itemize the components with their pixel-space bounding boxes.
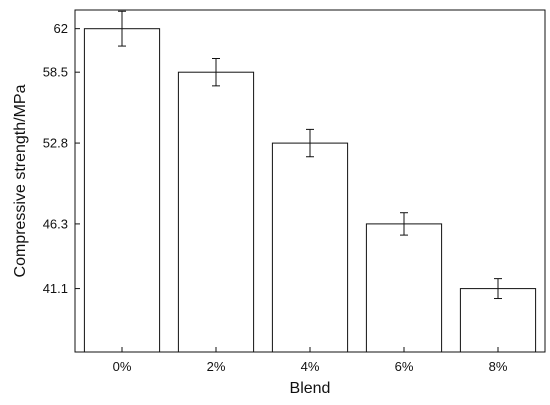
error-bar-2	[306, 128, 314, 158]
plot-frame	[74, 9, 546, 353]
bar-1	[177, 71, 255, 353]
y-tick-label-4: 41.1	[43, 281, 68, 296]
x-axis-title: Blend	[290, 380, 331, 397]
y-tick-label-3: 46.3	[43, 216, 68, 231]
x-tick-label-2: 4%	[301, 359, 320, 374]
error-bar-3	[400, 212, 408, 236]
bar-0	[83, 28, 161, 353]
error-bar-4	[494, 278, 502, 300]
bars-layer	[83, 28, 537, 353]
x-tick-label-4: 8%	[489, 359, 508, 374]
y-axis-title: Compressive strength/MPa	[12, 84, 29, 277]
x-tick-label-3: 6%	[395, 359, 414, 374]
y-tick-label-1: 58.5	[43, 65, 68, 80]
error-bar-0	[118, 10, 126, 47]
bar-2	[271, 142, 349, 353]
bar-3	[365, 223, 443, 353]
labels-layer: 0% 2% 4% 6% 8% 62 58.5 52.8 46.3 41.1	[43, 21, 508, 374]
y-tick-label-2: 52.8	[43, 136, 68, 151]
y-tick-label-0: 62	[54, 21, 68, 36]
axes-layer	[74, 9, 546, 353]
x-tick-label-1: 2%	[207, 359, 226, 374]
x-tick-label-0: 0%	[113, 359, 132, 374]
error-bar-1	[212, 58, 220, 87]
bar-4	[459, 288, 537, 353]
error-bars-layer	[118, 10, 502, 300]
